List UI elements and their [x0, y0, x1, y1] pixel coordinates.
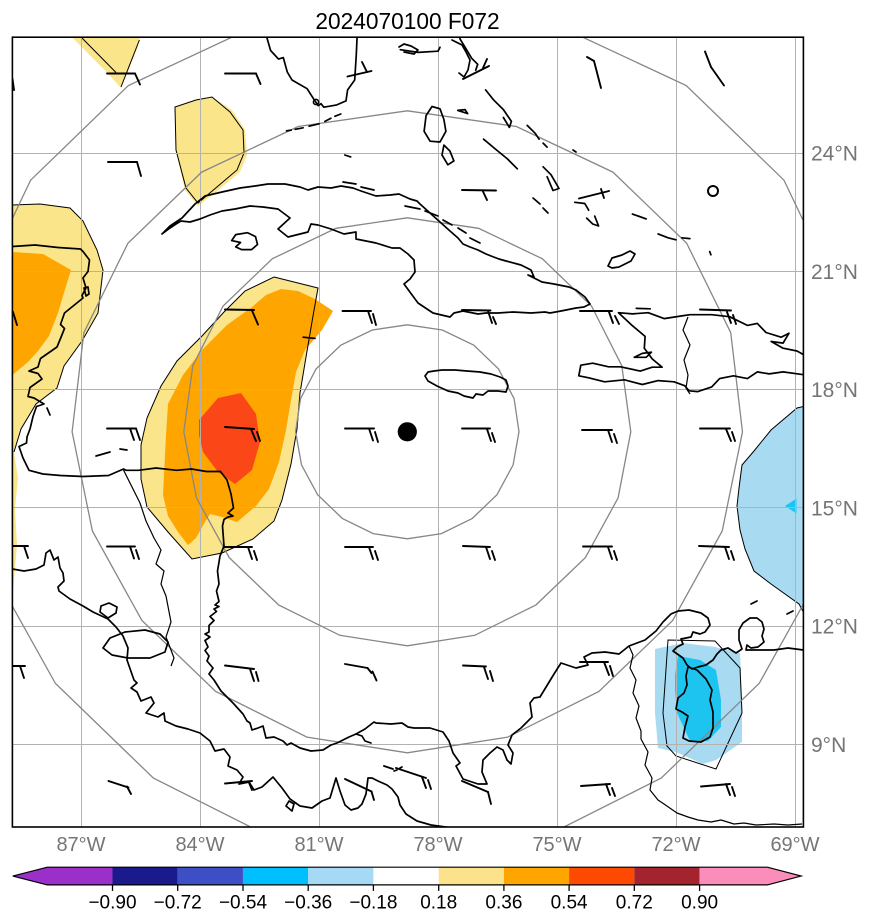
svg-text:78°W: 78°W — [413, 834, 462, 856]
svg-text:−0.72: −0.72 — [154, 893, 202, 914]
svg-text:21°N: 21°N — [811, 261, 858, 284]
svg-text:−0.18: −0.18 — [349, 893, 397, 914]
svg-text:18°N: 18°N — [811, 379, 858, 402]
svg-text:0.36: 0.36 — [485, 893, 522, 914]
svg-text:−0.90: −0.90 — [88, 893, 136, 914]
svg-text:84°W: 84°W — [175, 834, 224, 856]
svg-text:0.18: 0.18 — [420, 893, 457, 914]
svg-text:72°W: 72°W — [651, 834, 700, 856]
svg-text:−0.54: −0.54 — [219, 893, 268, 914]
svg-text:12°N: 12°N — [811, 616, 858, 639]
svg-text:9°N: 9°N — [811, 734, 846, 757]
svg-text:0.72: 0.72 — [616, 893, 653, 914]
svg-text:2024070100 F072: 2024070100 F072 — [315, 8, 499, 34]
svg-text:0.54: 0.54 — [551, 893, 588, 914]
svg-text:69°W: 69°W — [770, 834, 819, 856]
svg-text:15°N: 15°N — [811, 497, 858, 520]
svg-text:75°W: 75°W — [532, 834, 581, 856]
svg-text:24°N: 24°N — [811, 143, 858, 166]
svg-text:0.90: 0.90 — [681, 893, 718, 914]
svg-text:−0.36: −0.36 — [284, 893, 332, 914]
svg-text:87°W: 87°W — [56, 834, 105, 856]
svg-text:81°W: 81°W — [294, 834, 343, 856]
